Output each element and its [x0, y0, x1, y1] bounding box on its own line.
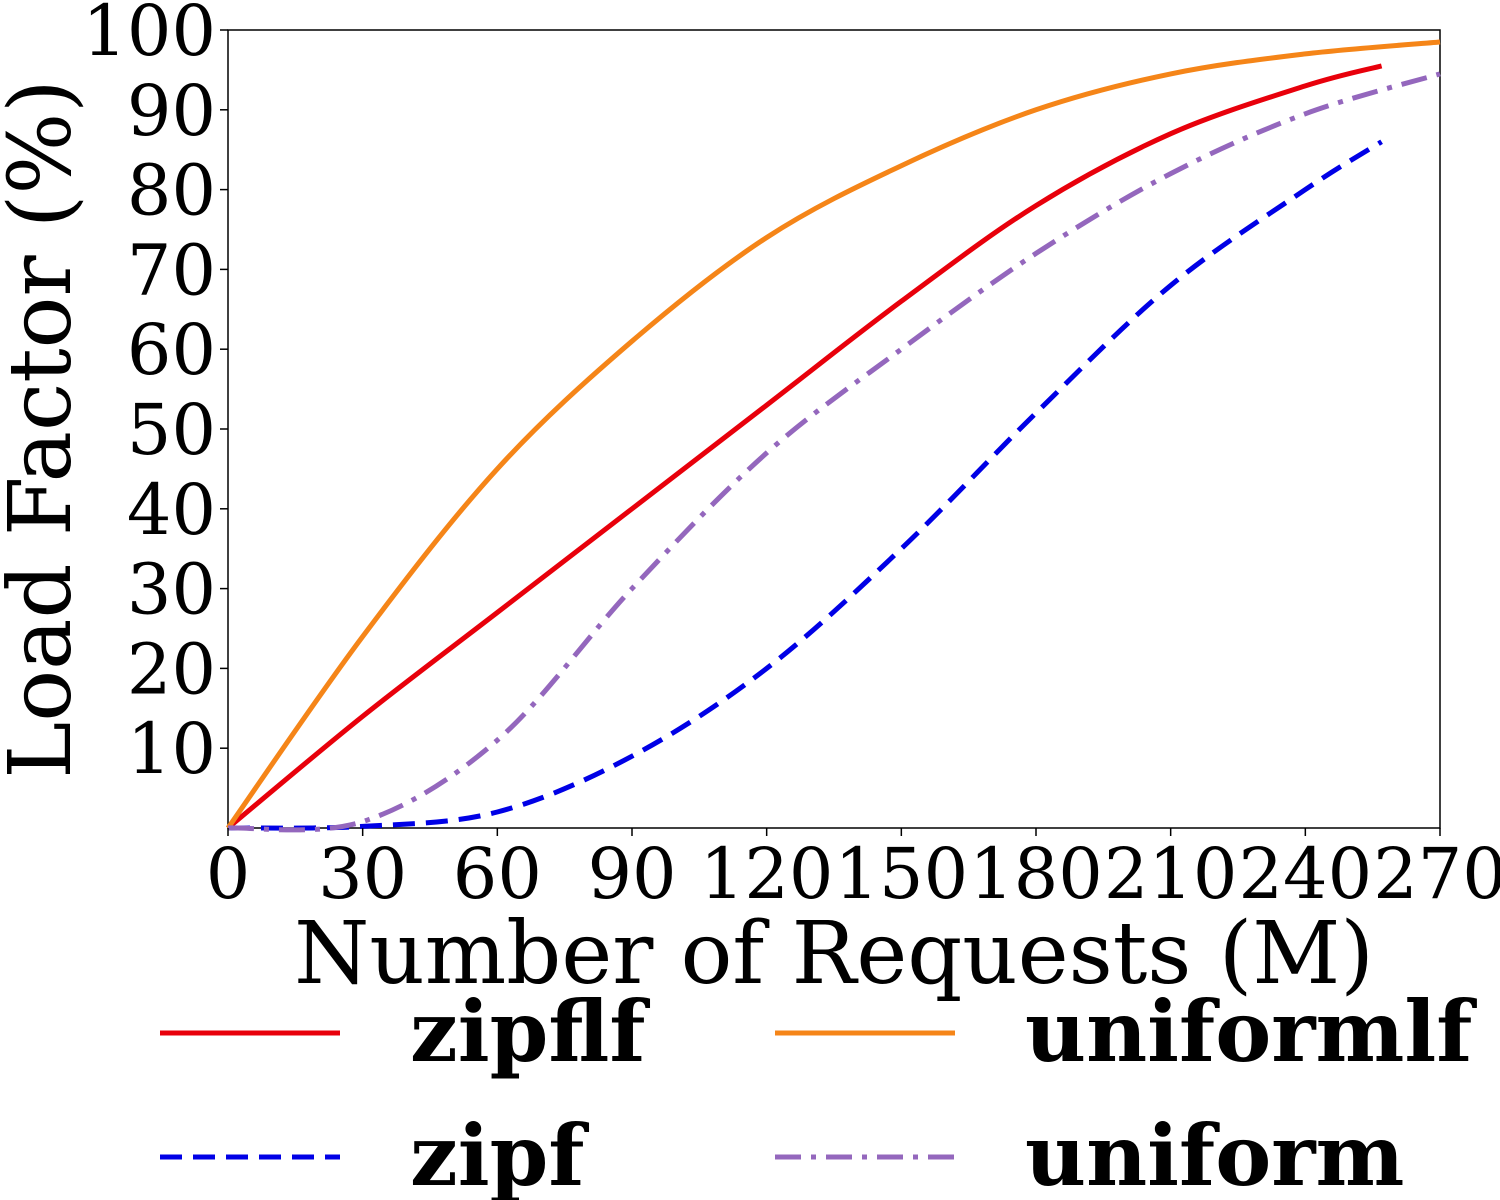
legend-label-uniformlf: uniformlf [1025, 982, 1477, 1081]
series-line-zipf [227, 139, 1383, 831]
legend-label-zipflf: zipflf [410, 982, 650, 1081]
y-tick-label: 60 [127, 309, 216, 391]
y-axis-title: Load Factor (%) [0, 79, 91, 778]
x-tick-label: 270 [1373, 833, 1500, 915]
series-line-uniformlf [225, 39, 1441, 830]
legend-label-zipf: zipf [410, 1106, 589, 1200]
y-tick-label: 10 [127, 708, 216, 790]
legend: zipflf uniformlf zipf uniform [160, 982, 1477, 1200]
plot-area [225, 29, 1441, 833]
y-tick-label: 40 [127, 469, 216, 551]
x-tick-label: 120 [700, 833, 834, 915]
x-tick-label: 60 [453, 833, 542, 915]
y-tick-label: 50 [127, 389, 216, 471]
y-tick-label: 20 [127, 628, 216, 710]
x-tick-label: 180 [969, 833, 1103, 915]
plot-frame [227, 29, 1441, 829]
y-tick-label: 30 [127, 549, 216, 631]
y-tick-label: 70 [127, 229, 216, 311]
x-tick-label: 30 [318, 833, 407, 915]
x-tick-label: 240 [1239, 833, 1373, 915]
y-tick-label: 100 [82, 0, 216, 72]
x-tick-label: 0 [206, 833, 251, 915]
y-tick-label: 90 [127, 70, 216, 152]
series-layer [225, 39, 1441, 833]
series-line-zipflf [226, 63, 1383, 830]
legend-label-uniform: uniform [1025, 1106, 1404, 1200]
series-line-uniform [227, 71, 1441, 833]
x-tick-label: 210 [1104, 833, 1238, 915]
y-tick-label: 80 [127, 150, 216, 232]
x-tick-label: 90 [587, 833, 676, 915]
x-axis-title: Number of Requests (M) [294, 904, 1374, 1004]
x-tick-label: 150 [835, 833, 969, 915]
x-axis-ticks: 0 30 60 90 120 150 180 210 240 270 [206, 828, 1500, 915]
